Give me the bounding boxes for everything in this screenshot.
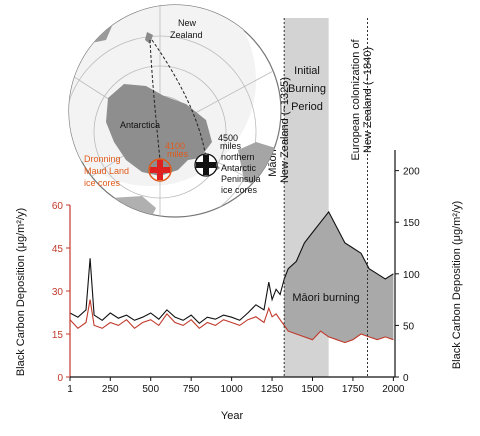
dml-distance: 4100 xyxy=(165,141,185,151)
ap-label-line1: northern xyxy=(221,152,255,162)
right-y-tick-label: 150 xyxy=(403,218,420,229)
new-zealand-label-line1: New xyxy=(178,18,197,28)
european-colonization-label-line1: European colonization of xyxy=(350,39,362,161)
left-y-axis-ticks: 0 15 30 45 60 xyxy=(52,201,70,384)
antarctic-peninsula-marker xyxy=(194,153,218,177)
ap-label-line2: Antarctic xyxy=(221,163,257,173)
left-y-axis-label: Black Carbon Deposition (μg/m²/y) xyxy=(15,208,27,376)
right-y-axis-label: Black Carbon Deposition (μg/m²/y) xyxy=(451,201,463,369)
right-y-tick-label: 50 xyxy=(403,321,415,332)
ap-label-line4: ice cores xyxy=(221,185,258,195)
ap-distance-unit: miles xyxy=(220,141,242,151)
european-colonization-label-line2: New Zealand (~1840) xyxy=(362,47,374,153)
ap-label-line3: Peninsula xyxy=(221,174,261,184)
burning-period-label-line2: Burning xyxy=(288,83,326,95)
x-tick-label: 500 xyxy=(142,384,159,395)
left-y-tick-label: 0 xyxy=(57,373,63,384)
maori-settlement-label-line2: New Zealand (~1325) xyxy=(279,77,291,183)
x-tick-label: 1000 xyxy=(220,384,243,395)
left-y-tick-label: 15 xyxy=(52,330,64,341)
x-axis-label: Year xyxy=(221,410,244,422)
x-tick-label: 750 xyxy=(183,384,200,395)
dml-distance-unit: miles xyxy=(167,149,189,159)
dronning-maud-land-marker xyxy=(148,158,172,182)
maori-burning-label: Māori burning xyxy=(292,292,359,304)
new-zealand-label-line2: Zealand xyxy=(170,30,203,40)
left-y-tick-label: 45 xyxy=(52,244,64,255)
path-to-dronning-maud-land xyxy=(149,39,161,161)
inset-map: New Zealand Antarctica 4100 miles 4500 m… xyxy=(68,4,282,218)
x-tick-label: 2000 xyxy=(382,384,405,395)
dml-label-line1: Dronning xyxy=(84,154,121,164)
x-tick-label: 1500 xyxy=(301,384,324,395)
right-y-tick-label: 0 xyxy=(403,373,409,384)
new-zealand-shape xyxy=(145,32,153,44)
ap-distance: 4500 xyxy=(218,133,238,143)
right-y-axis-ticks: 0 50 100 150 200 xyxy=(395,167,420,384)
maori-burning-fill xyxy=(284,211,394,343)
x-tick-label: 250 xyxy=(102,384,119,395)
dml-label-line2: Maud Land xyxy=(84,166,129,176)
series-line-dronning-maud-land xyxy=(69,299,394,344)
left-y-tick-label: 30 xyxy=(52,287,64,298)
series-line-antarctic-peninsula xyxy=(69,210,394,325)
burning-period-label-line1: Initial xyxy=(294,65,320,77)
x-tick-label: 1750 xyxy=(342,384,365,395)
right-y-tick-label: 200 xyxy=(403,167,420,178)
right-y-tick-label: 100 xyxy=(403,270,420,281)
antarctica-label: Antarctica xyxy=(120,120,160,130)
left-y-tick-label: 60 xyxy=(52,201,64,212)
x-tick-label: 1250 xyxy=(261,384,284,395)
path-to-antarctic-peninsula xyxy=(151,39,207,159)
antarctica-shape xyxy=(106,84,212,176)
x-axis-ticks: 1 250 500 750 1000 1250 1500 1750 2000 xyxy=(67,377,405,395)
dml-label-line3: ice cores xyxy=(84,178,121,188)
x-tick-label: 1 xyxy=(67,384,73,395)
burning-period-label-line3: Period xyxy=(291,101,323,113)
